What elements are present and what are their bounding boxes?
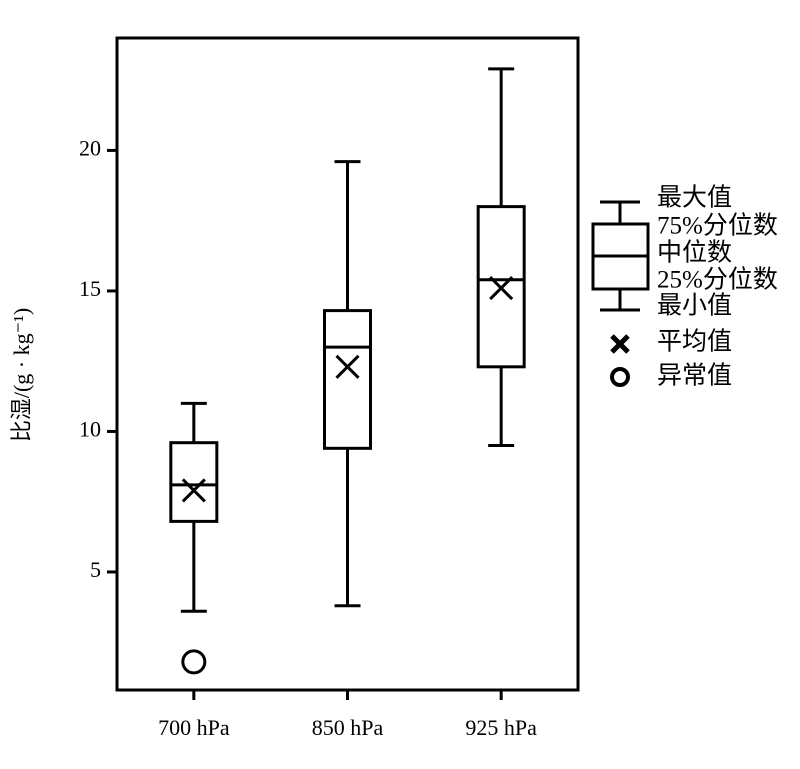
x-tick-label: 925 hPa <box>465 715 537 740</box>
mean-marker <box>181 478 206 503</box>
legend-label: 最大值 <box>657 184 732 212</box>
box <box>169 441 219 523</box>
legend-label: 最小值 <box>657 292 732 320</box>
legend-label: 平均值 <box>657 328 732 356</box>
y-axis-label: 比湿/(g · kg⁻¹) <box>9 308 34 442</box>
legend-mean-symbol <box>610 334 630 354</box>
outlier <box>181 649 207 675</box>
legend-outlier-symbol <box>610 367 630 387</box>
box <box>476 205 526 369</box>
x-tick-label: 700 hPa <box>158 715 230 740</box>
x-tick-label: 850 hPa <box>312 715 384 740</box>
legend-label: 异常值 <box>657 362 732 390</box>
mean-marker <box>335 354 360 379</box>
y-tick-label: 10 <box>79 416 101 441</box>
legend-label: 75%分位数 <box>657 212 778 240</box>
legend-label: 25%分位数 <box>657 266 778 294</box>
y-tick-label: 15 <box>79 276 101 301</box>
legend-box-symbol <box>591 222 650 291</box>
y-tick-label: 20 <box>79 135 101 160</box>
mean-marker <box>489 276 514 301</box>
box <box>323 309 372 450</box>
y-tick-label: 5 <box>90 557 101 582</box>
legend-box-symbol <box>593 200 648 312</box>
legend-label: 中位数 <box>657 239 732 267</box>
